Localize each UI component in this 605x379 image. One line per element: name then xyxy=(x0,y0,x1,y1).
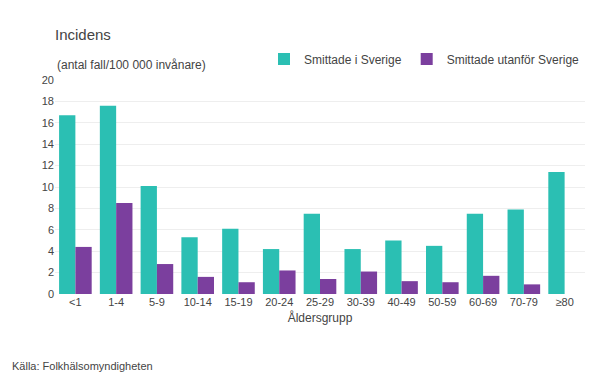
svg-text:20-24: 20-24 xyxy=(265,296,293,308)
svg-text:≥80: ≥80 xyxy=(555,296,573,308)
svg-text:50-59: 50-59 xyxy=(428,296,456,308)
svg-text:12: 12 xyxy=(42,159,54,171)
svg-text:25-29: 25-29 xyxy=(306,296,334,308)
svg-text:(antal fall/100 000 invånare): (antal fall/100 000 invånare) xyxy=(57,58,206,72)
svg-text:Smittade utanför Sverige: Smittade utanför Sverige xyxy=(447,53,579,67)
svg-text:6: 6 xyxy=(48,224,54,236)
svg-text:2: 2 xyxy=(48,266,54,278)
svg-text:16: 16 xyxy=(42,117,54,129)
svg-text:Källa: Folkhälsomyndigheten: Källa: Folkhälsomyndigheten xyxy=(12,360,153,372)
svg-text:60-69: 60-69 xyxy=(469,296,497,308)
svg-text:Åldersgrupp: Åldersgrupp xyxy=(288,310,353,325)
svg-text:30-39: 30-39 xyxy=(347,296,375,308)
svg-text:Incidens: Incidens xyxy=(55,26,111,43)
svg-text:0: 0 xyxy=(48,288,54,300)
svg-text:40-49: 40-49 xyxy=(387,296,415,308)
svg-text:20: 20 xyxy=(42,74,54,86)
svg-text:1-4: 1-4 xyxy=(108,296,124,308)
svg-text:18: 18 xyxy=(42,95,54,107)
svg-text:Smittade i Sverige: Smittade i Sverige xyxy=(304,53,402,67)
svg-text:<1: <1 xyxy=(69,296,82,308)
svg-text:8: 8 xyxy=(48,202,54,214)
svg-text:15-19: 15-19 xyxy=(224,296,252,308)
svg-text:14: 14 xyxy=(42,138,54,150)
svg-text:5-9: 5-9 xyxy=(149,296,165,308)
svg-text:70-79: 70-79 xyxy=(510,296,538,308)
svg-text:4: 4 xyxy=(48,245,54,257)
svg-text:10: 10 xyxy=(42,181,54,193)
svg-text:10-14: 10-14 xyxy=(184,296,212,308)
